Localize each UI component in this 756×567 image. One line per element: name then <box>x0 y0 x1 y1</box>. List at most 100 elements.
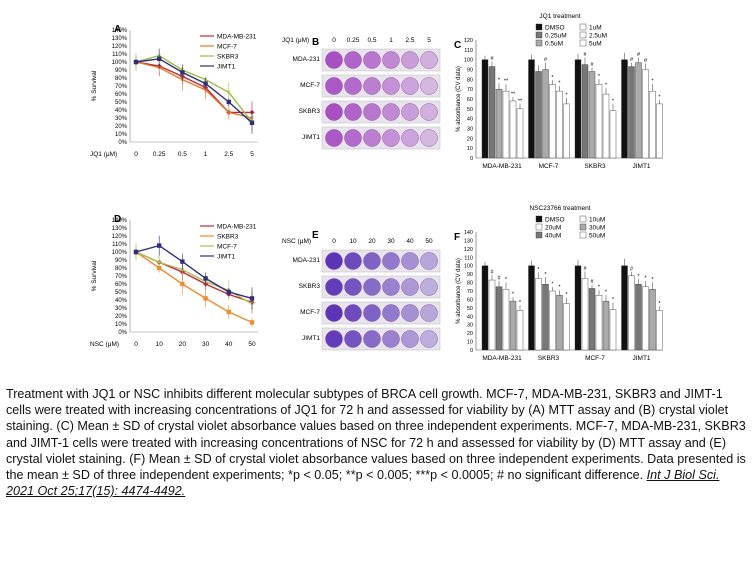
significance-mark: # <box>544 57 548 63</box>
y-tick-label: 50 <box>467 306 473 312</box>
y-tick-label: 60% <box>115 92 128 98</box>
significance-mark: * <box>498 78 501 84</box>
legend-swatch <box>579 223 587 231</box>
significance-mark: * <box>505 277 508 283</box>
data-point <box>180 259 185 264</box>
y-tick-label: 50 <box>467 107 473 113</box>
y-tick-label: 130% <box>112 226 128 232</box>
plate-well <box>420 304 438 322</box>
data-point: × <box>157 260 161 267</box>
bar <box>656 310 663 351</box>
y-tick-label: 120 <box>464 247 473 253</box>
plate-well <box>401 103 419 121</box>
bar <box>628 275 635 351</box>
x-tick-label: 30 <box>202 341 210 348</box>
significance-mark: * <box>605 83 608 89</box>
significance-mark: * <box>558 285 561 291</box>
bar <box>502 289 510 351</box>
significance-mark: # <box>490 270 494 276</box>
y-tick-label: 70 <box>467 289 473 295</box>
y-tick-label: 140% <box>112 28 128 34</box>
x-tick-label: 5 <box>250 151 254 158</box>
y-tick-label: 0 <box>470 156 473 162</box>
y-tick-label: 40 <box>467 314 473 320</box>
significance-mark: # <box>497 275 501 281</box>
x-tick-label: 0 <box>134 151 138 158</box>
bar <box>509 100 517 159</box>
plate-well <box>420 129 438 147</box>
legend-label: MDA-MB-231 <box>217 223 257 230</box>
legend-label: MCF-7 <box>217 43 237 50</box>
data-point <box>203 276 208 281</box>
plate-well <box>344 103 362 121</box>
x-tick-label: SKBR3 <box>538 355 560 362</box>
panel-a-line-chart: A0%10%20%30%40%50%60%70%80%90%100%110%12… <box>90 24 258 158</box>
bar <box>588 71 596 159</box>
legend-label: 40uM <box>545 233 561 240</box>
figure-caption: Treatment with JQ1 or NSC inhibits diffe… <box>6 386 750 499</box>
bar <box>535 278 542 351</box>
y-tick-label: 90% <box>115 258 128 264</box>
bar <box>542 69 549 159</box>
plate-row-label: MDA-231 <box>293 257 321 264</box>
significance-mark: # <box>630 266 634 272</box>
significance-mark: * <box>644 275 647 281</box>
y-tick-label: 120% <box>112 234 128 240</box>
bar <box>595 295 603 351</box>
panel-letter: D <box>114 214 121 225</box>
y-tick-label: 20% <box>115 314 128 320</box>
plate-well <box>363 129 381 147</box>
significance-mark: * <box>537 267 540 273</box>
legend-label: 2.5uM <box>589 33 607 40</box>
bar <box>656 103 663 159</box>
plate-well <box>344 77 362 95</box>
citation-link[interactable]: Int J Biol Sci. 2021 Oct 25;17(15): 4474… <box>6 468 720 499</box>
y-tick-label: 40% <box>115 298 128 304</box>
data-point <box>157 243 162 248</box>
bar <box>642 69 649 159</box>
significance-mark: * <box>565 92 568 98</box>
bar <box>542 284 549 351</box>
legend-label: 0.5uM <box>545 41 563 48</box>
bar <box>502 90 510 159</box>
plate-well <box>325 304 343 322</box>
plate-well <box>420 252 438 270</box>
y-tick-label: 80% <box>115 76 128 82</box>
y-axis-title: % absorbance (CV data) <box>456 258 462 324</box>
plate-well <box>382 77 400 95</box>
y-tick-label: 10 <box>467 340 473 346</box>
y-tick-label: 30% <box>115 306 128 312</box>
significance-mark: # <box>644 58 648 64</box>
y-tick-label: 20% <box>115 124 128 130</box>
x-tick-label: 0.25 <box>153 151 166 158</box>
y-tick-label: 10 <box>467 146 473 152</box>
y-tick-label: 0% <box>118 140 127 146</box>
plate-well <box>382 103 400 121</box>
plate-well <box>325 77 343 95</box>
data-point <box>249 120 255 125</box>
legend-swatch <box>535 23 543 31</box>
plate-conc-label: JQ1 (μM) <box>282 37 309 44</box>
bar <box>488 279 496 351</box>
legend-label: MDA-MB-231 <box>217 33 257 40</box>
data-point <box>180 70 185 75</box>
plate-well <box>401 304 419 322</box>
legend-swatch <box>579 31 587 39</box>
legend-label: MCF-7 <box>217 243 237 250</box>
bar <box>588 288 596 351</box>
plate-well <box>382 330 400 348</box>
bar <box>581 278 589 351</box>
plate-well <box>401 129 419 147</box>
plate-conc-value: 0.5 <box>367 37 376 44</box>
y-tick-label: 130% <box>112 36 128 42</box>
legend-label: 30uM <box>589 225 605 232</box>
plate-well <box>363 278 381 296</box>
y-tick-label: 0 <box>470 348 473 354</box>
y-tick-label: 140% <box>112 218 128 224</box>
plate-well <box>344 330 362 348</box>
y-tick-label: 100 <box>464 58 473 64</box>
bar <box>495 286 503 351</box>
data-point <box>157 56 162 61</box>
x-tick-label: MCF-7 <box>585 355 605 362</box>
bar <box>549 290 556 351</box>
